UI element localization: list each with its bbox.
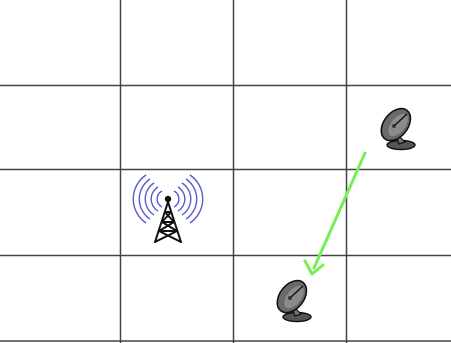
cell-r2-c0[interactable] <box>0 170 120 255</box>
cell-r0-c3[interactable] <box>347 0 451 85</box>
cell-r2-c2[interactable] <box>234 170 346 255</box>
cell-r3-c0[interactable] <box>0 256 120 341</box>
tower-body <box>154 195 182 243</box>
cell-r0-c1[interactable] <box>121 0 233 85</box>
satellite-dish-icon[interactable] <box>271 275 312 323</box>
cell-r1-c2[interactable] <box>234 86 346 169</box>
cell-r0-c0[interactable] <box>0 0 120 85</box>
cell-r3-c1[interactable] <box>121 256 233 341</box>
satellite-dish-icon[interactable] <box>375 103 416 151</box>
cell-r0-c2[interactable] <box>234 0 346 85</box>
cell-r2-c3[interactable] <box>347 170 451 255</box>
radio-tower-icon[interactable] <box>132 174 204 243</box>
cell-r1-c0[interactable] <box>0 86 120 169</box>
move-arrow <box>303 151 367 276</box>
cell-r3-c3[interactable] <box>347 256 451 341</box>
cell-r1-c1[interactable] <box>121 86 233 169</box>
tower-waves <box>132 174 204 224</box>
